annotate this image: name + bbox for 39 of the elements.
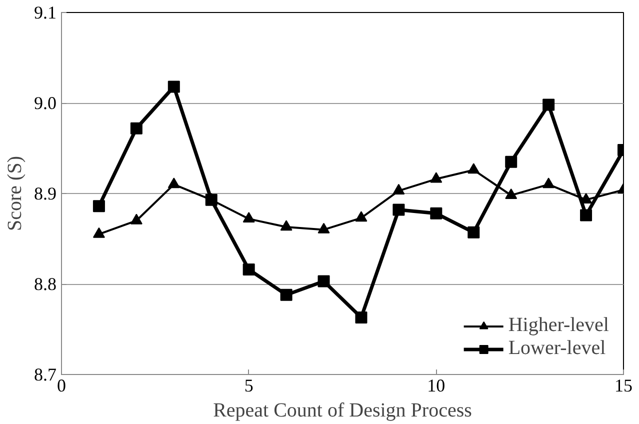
y-tick-label: 8.7 [34,364,56,384]
legend-label: Lower-level [508,337,606,360]
point [505,156,518,168]
point [392,184,405,194]
point [242,212,255,223]
y-tick-label: 9.0 [34,93,56,113]
point [280,220,292,231]
point [92,200,105,212]
x-tick-label: 0 [57,376,66,396]
point [168,178,180,188]
legend-label: Higher-level [508,314,609,337]
y-tick-label: 8.9 [34,184,56,204]
point [92,227,105,238]
x-tick-label: 5 [244,376,254,396]
point [430,172,442,183]
point [468,226,480,238]
y-axis-title: Score (S) [4,156,26,231]
point [468,163,480,174]
point [318,275,330,288]
point [318,222,330,234]
y-tick-label: 9.1 [34,2,56,22]
point [542,178,555,188]
point [430,207,442,220]
x-tick-label: 15 [614,376,632,396]
point [392,204,405,216]
point [505,188,518,199]
point [280,288,292,301]
point [130,122,142,134]
point [355,211,368,222]
point [542,98,555,111]
point [168,80,180,93]
point [355,311,368,324]
point [130,214,142,224]
point [242,264,255,276]
x-tick-label: 10 [427,376,446,396]
x-axis-title: Repeat Count of Design Process [213,400,472,422]
y-tick-label: 8.8 [34,274,56,294]
point [205,194,218,206]
point [580,209,592,222]
